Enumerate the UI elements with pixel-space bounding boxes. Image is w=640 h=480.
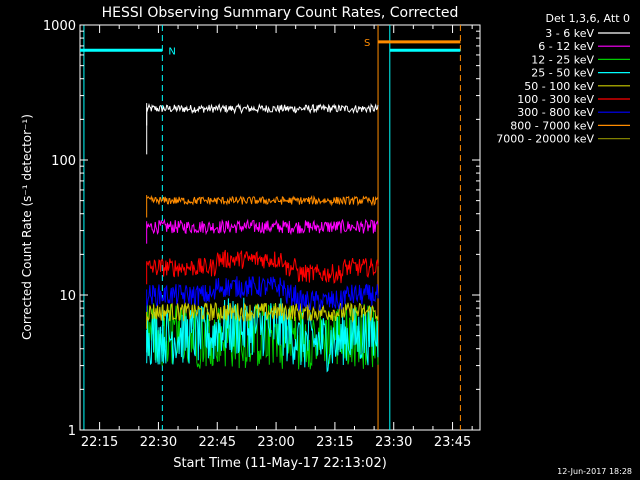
x-tick-label: 22:15	[81, 435, 118, 450]
chart-title: HESSI Observing Summary Count Rates, Cor…	[102, 5, 459, 21]
legend-label: 12 - 25 keV	[531, 53, 594, 66]
plot-frame	[79, 24, 481, 431]
legend-label: 300 - 800 keV	[517, 106, 594, 119]
saa-flag-label: S	[364, 38, 370, 49]
y-axis-label: Corrected Count Rate (s⁻¹ detector⁻¹)	[20, 114, 34, 340]
x-axis-label: Start Time (11-May-17 22:13:02)	[173, 456, 387, 471]
date-stamp: 12-Jun-2017 18:28	[557, 467, 632, 476]
series-line-1	[146, 218, 379, 236]
series-line-7	[146, 194, 379, 207]
legend-label: 25 - 50 keV	[531, 67, 594, 80]
x-tick-label: 23:30	[375, 435, 412, 450]
series-line-5	[146, 249, 379, 284]
night-flag-label: N	[168, 46, 175, 57]
series-line-6	[146, 276, 379, 312]
y-tick-label: 1000	[43, 19, 76, 34]
series-line-0	[146, 102, 379, 155]
legend-label: 50 - 100 keV	[524, 80, 594, 93]
legend-label: 3 - 6 keV	[545, 27, 594, 40]
axis-layer: 22:15 22:30 22:45 23:00 23:15 23:30 23:45 1 10 10…	[43, 19, 480, 450]
legend-label: 800 - 7000 keV	[510, 119, 594, 132]
x-tick-label: 23:00	[257, 435, 294, 450]
legend-label: 100 - 300 keV	[517, 93, 594, 106]
series-line-3	[146, 297, 379, 373]
legend-title: Det 1,3,6, Att 0	[546, 12, 630, 25]
x-tick-label: 23:45	[434, 435, 471, 450]
y-tick-label: 1	[68, 424, 76, 439]
series-layer	[146, 102, 379, 373]
x-tick-label: 23:15	[316, 435, 353, 450]
y-tick-label: 10	[59, 289, 76, 304]
x-tick-label: 22:45	[199, 435, 236, 450]
x-tick-label: 22:30	[140, 435, 177, 450]
legend-label: 7000 - 20000 keV	[496, 133, 594, 146]
annotation-layer: NS	[80, 25, 461, 430]
legend-label: 6 - 12 keV	[538, 40, 594, 53]
y-tick-label: 100	[51, 154, 76, 169]
